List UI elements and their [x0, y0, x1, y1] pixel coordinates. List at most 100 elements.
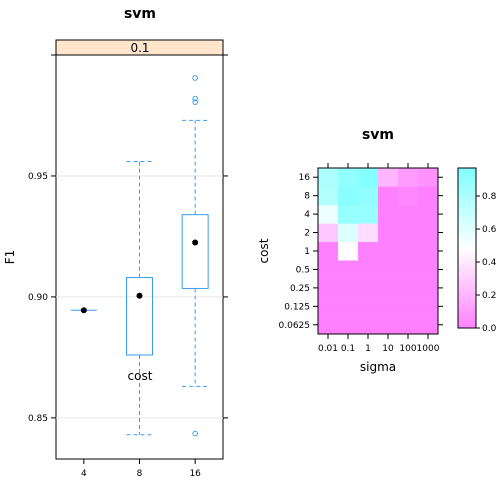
heatmap-y-tick-label: 2	[304, 229, 310, 239]
heatmap-x-tick-label: 0.01	[318, 344, 338, 354]
heatmap-cell	[418, 223, 439, 243]
heatmap-cell	[358, 315, 379, 335]
heatmap-cell	[338, 223, 359, 243]
colorbar-band	[458, 172, 476, 177]
heatmap-cell	[318, 315, 339, 335]
colorbar-band	[458, 248, 476, 253]
heatmap-y-tick-label: 0.5	[296, 265, 310, 275]
heatmap-cell	[358, 186, 379, 206]
colorbar-tick-label: 0.6	[482, 225, 497, 235]
box-16	[181, 75, 209, 437]
colorbar-band	[458, 212, 476, 217]
colorbar-band	[458, 188, 476, 193]
boxplot-title: svm	[124, 6, 156, 22]
heatmap-cell	[338, 241, 359, 261]
heatmap-colorbar: 0.0 0.2 0.4 0.6 0.8	[457, 167, 497, 334]
colorbar-band	[458, 252, 476, 257]
boxplot-y-tick-label: 0.90	[28, 293, 48, 303]
heatmap-cell	[418, 168, 439, 187]
heatmap-cell	[378, 168, 399, 187]
boxplot-y-tick-label: 0.85	[28, 414, 48, 424]
heatmap-y-label: cost	[257, 238, 271, 263]
heatmap-cell	[318, 260, 339, 279]
box-body	[181, 214, 209, 289]
colorbar-frame	[457, 167, 477, 329]
boxplot-x-label: cost	[128, 369, 153, 383]
colorbar-tick-label: 0.2	[482, 291, 496, 301]
median-dot	[192, 239, 199, 246]
heatmap-cell	[378, 204, 399, 224]
heatmap-cell	[378, 186, 399, 206]
heatmap-cell	[378, 315, 399, 335]
heatmap-cell	[358, 204, 379, 224]
heatmap-cell	[398, 297, 419, 316]
heatmap-cell	[338, 278, 359, 298]
heatmap-cell	[398, 204, 419, 224]
colorbar-band	[458, 176, 476, 181]
heatmap-x-tick-label: 0.1	[341, 344, 355, 354]
heatmap-cell	[378, 241, 399, 261]
colorbar-band	[458, 316, 476, 321]
colorbar-band	[458, 256, 476, 261]
colorbar-band	[458, 260, 476, 265]
outlier-point	[192, 430, 198, 437]
colorbar-band	[458, 232, 476, 237]
colorbar-band	[458, 300, 476, 305]
colorbar-tick-label: 0.8	[482, 192, 497, 202]
boxplot-y-tick-label: 0.95	[28, 172, 48, 182]
colorbar-band	[458, 220, 476, 225]
heatmap-cell	[338, 297, 359, 316]
colorbar-band	[458, 280, 476, 285]
colorbar-band	[458, 224, 476, 229]
heatmap-cell	[378, 223, 399, 243]
boxplot-x-tick-label: 8	[137, 469, 143, 479]
heatmap-cell	[398, 168, 419, 187]
outlier-point	[192, 99, 198, 105]
heatmap-cell	[418, 297, 439, 316]
box-4	[70, 307, 97, 314]
colorbar-band	[458, 196, 476, 201]
heatmap-cell	[318, 186, 339, 206]
heatmap-cell	[358, 241, 379, 261]
heatmap-cell	[338, 260, 359, 279]
median-dot	[136, 292, 143, 299]
heatmap-cell	[338, 186, 359, 206]
heatmap-x-tick-label: 10	[382, 344, 394, 354]
colorbar-band	[458, 308, 476, 313]
colorbar-band	[458, 180, 476, 185]
colorbar-band	[458, 292, 476, 297]
heatmap-cell	[318, 297, 339, 316]
colorbar-band	[458, 240, 476, 245]
heatmap-y-tick-label: 16	[299, 173, 311, 183]
heatmap-y-tick-label: 8	[304, 192, 310, 202]
median-dot	[80, 307, 87, 314]
boxplot-x-tick-label: 16	[189, 469, 201, 479]
colorbar-band	[458, 324, 476, 329]
box-8	[126, 160, 153, 436]
panel-strip-label: 0.1	[130, 41, 149, 55]
heatmap-y-tick-label: 0.125	[284, 302, 310, 312]
heatmap-cell	[358, 168, 379, 187]
heatmap-y-tick-label: 4	[304, 210, 310, 220]
heatmap-cell	[418, 204, 439, 224]
heatmap-cell	[338, 168, 359, 187]
outlier-point	[192, 75, 198, 81]
heatmap-cell	[418, 260, 439, 279]
heatmap-cell	[418, 315, 439, 335]
heatmap-cell	[418, 241, 439, 261]
colorbar-band	[458, 284, 476, 289]
colorbar-tick-label: 0.4	[482, 258, 497, 268]
heatmap-cell	[318, 278, 339, 298]
heatmap-cell	[318, 223, 339, 243]
heatmap-y-axis: 0.0625 0.125 0.25 0.5 1 2 4 8 16	[279, 173, 443, 331]
heatmap-cell	[398, 186, 419, 206]
boxplot-y-label: F1	[3, 250, 17, 265]
heatmap-cell	[378, 260, 399, 279]
colorbar-band	[458, 228, 476, 233]
heatmap-y-tick-label: 0.0625	[279, 321, 311, 331]
colorbar-band	[458, 168, 476, 173]
heatmap-cell	[358, 297, 379, 316]
heatmap-x-axis: 0.01 0.1 1 10 100 1000	[318, 163, 440, 354]
heatmap-cell	[398, 223, 419, 243]
heatmap-x-tick-label: 1000	[417, 344, 440, 354]
